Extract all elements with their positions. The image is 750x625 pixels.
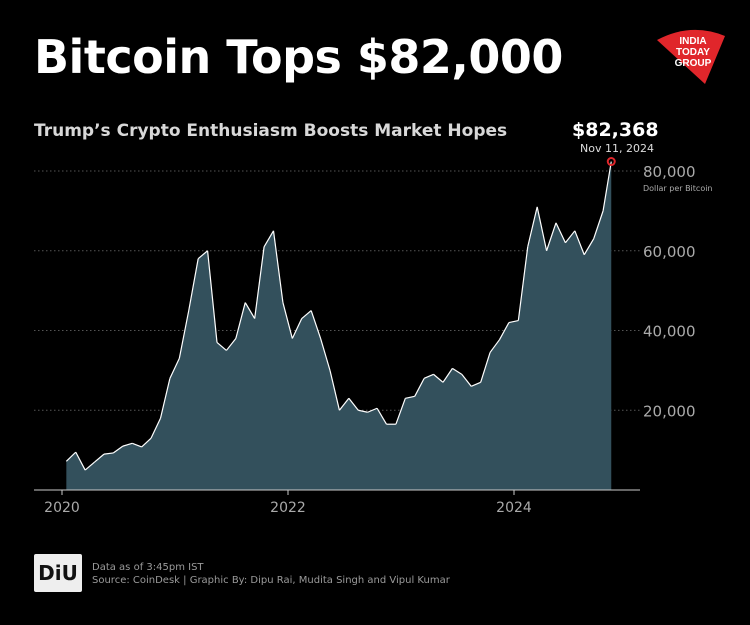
price-line-segment	[405, 395, 415, 399]
price-line-segment	[395, 398, 406, 425]
india-today-group-logo: INDIA TODAY GROUP	[657, 29, 725, 84]
y-tick-label: 80,000	[643, 163, 696, 181]
price-line-segment	[320, 338, 331, 371]
price-line-segment	[602, 161, 612, 211]
price-line-segment	[536, 206, 548, 251]
page-title: Bitcoin Tops $82,000	[34, 30, 563, 84]
price-line-segment	[508, 319, 519, 324]
price-line-segment	[423, 373, 434, 379]
y-tick-label: 20,000	[643, 402, 696, 420]
price-line-segment	[272, 230, 284, 303]
price-line-segment	[583, 238, 595, 256]
price-line-segment	[291, 318, 303, 339]
price-line-segment	[498, 322, 510, 340]
logo-text: GROUP	[675, 58, 712, 69]
price-line-segment	[329, 370, 341, 411]
price-line-segment	[461, 373, 472, 387]
price-line-segment	[358, 409, 368, 413]
price-line-segment	[103, 452, 114, 455]
y-axis-label: Dollar per Bitcoin	[643, 184, 713, 193]
y-tick-label: 40,000	[643, 323, 696, 341]
price-line-segment	[348, 397, 359, 411]
price-line-segment	[197, 250, 208, 260]
price-line-segment	[564, 230, 576, 244]
price-line-segment	[471, 381, 481, 387]
price-line-segment	[94, 453, 105, 463]
diu-logo: DiU	[34, 554, 82, 592]
price-line-segment	[367, 407, 378, 413]
price-line-segment	[254, 246, 265, 319]
price-line-segment	[376, 407, 388, 425]
price-area	[66, 161, 612, 490]
price-line-segment	[169, 358, 180, 379]
price-line-segment	[442, 368, 453, 383]
price-line-segment	[65, 451, 77, 462]
price-line-segment	[263, 230, 275, 248]
x-tick-label: 2020	[44, 500, 80, 516]
price-line-segment	[574, 230, 585, 255]
price-line-segment	[122, 442, 133, 447]
price-line-segment	[132, 442, 142, 448]
price-line-segment	[433, 373, 444, 383]
price-line-segment	[225, 338, 237, 351]
price-line-segment	[480, 352, 491, 383]
source-credit: Source: CoinDesk | Graphic By: Dipu Rai,…	[92, 575, 450, 586]
latest-price-date: Nov 11, 2024	[580, 142, 654, 155]
chart-subtitle: Trump’s Crypto Enthusiasm Boosts Market …	[34, 121, 508, 141]
price-line-segment	[235, 302, 246, 339]
data-timestamp: Data as of 3:45pm IST	[92, 562, 204, 573]
price-line-segment	[414, 378, 425, 397]
price-line-segment	[527, 206, 538, 247]
price-line-segment	[141, 437, 152, 448]
price-line-segment	[489, 339, 500, 353]
price-line-segment	[555, 222, 566, 244]
logo-text: INDIA	[679, 36, 706, 47]
x-tick-label: 2024	[496, 500, 532, 516]
price-line-segment	[338, 397, 350, 411]
price-line-segment	[282, 302, 293, 339]
price-line-segment	[75, 451, 86, 471]
price-line-segment	[546, 222, 557, 251]
logo-text: TODAY	[676, 47, 710, 58]
price-line-segment	[517, 246, 529, 321]
price-line-segment	[113, 445, 124, 454]
price-line-segment	[301, 310, 312, 319]
price-line-segment	[310, 310, 322, 339]
price-line-segment	[188, 258, 199, 311]
logo-shape	[657, 29, 725, 84]
price-line-segment	[593, 210, 604, 239]
x-tick-label: 2022	[270, 500, 306, 516]
price-line-segment	[206, 250, 218, 343]
price-line-segment	[244, 302, 256, 319]
price-line-segment	[216, 342, 227, 351]
y-tick-label: 60,000	[643, 243, 696, 261]
peak-marker	[606, 157, 616, 167]
price-line-segment	[159, 378, 171, 419]
price-line-segment	[178, 310, 190, 359]
price-line-segment	[452, 367, 463, 375]
latest-price-callout: $82,368	[572, 119, 659, 141]
price-line-segment	[84, 461, 95, 471]
price-line-segment	[150, 417, 162, 439]
